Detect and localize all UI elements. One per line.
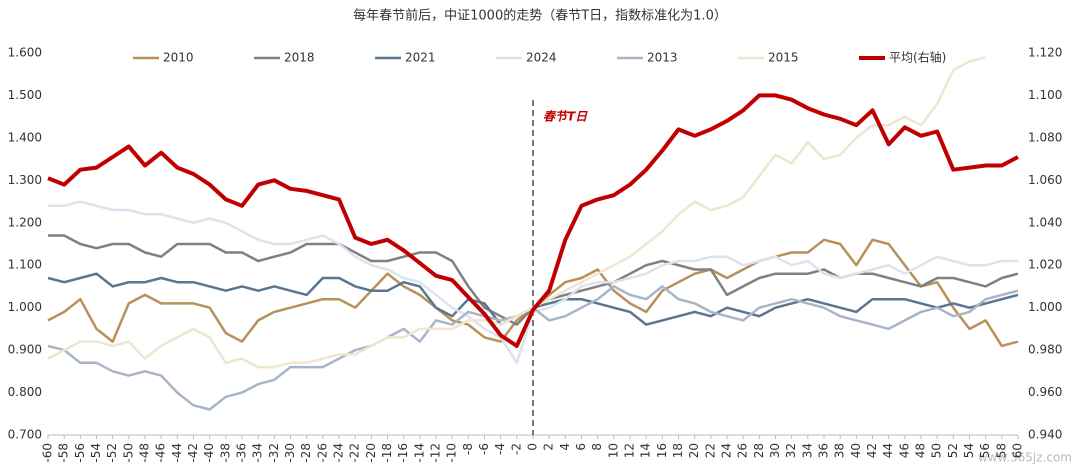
x-tick-label: -16 bbox=[396, 443, 410, 463]
x-tick-label: 32 bbox=[784, 443, 798, 458]
y2-tick-label: 1.080 bbox=[1028, 130, 1062, 144]
x-tick-label: -14 bbox=[412, 443, 426, 463]
x-tick-label: -28 bbox=[299, 443, 313, 463]
chart-title: 每年春节前后，中证1000的走势（春节T日，指数标准化为1.0） bbox=[353, 8, 727, 24]
x-tick-label: -44 bbox=[170, 443, 184, 463]
x-tick-label: -22 bbox=[348, 443, 362, 463]
x-tick-label: 8 bbox=[590, 443, 604, 451]
y2-tick-label: 1.060 bbox=[1028, 173, 1062, 187]
x-tick-label: -20 bbox=[364, 443, 378, 463]
x-tick-label: -32 bbox=[267, 443, 281, 463]
x-tick-label: 58 bbox=[994, 443, 1008, 458]
x-tick-label: 60 bbox=[1011, 443, 1025, 458]
y-tick-label: 1.400 bbox=[8, 130, 42, 144]
watermark: www.365jz.com bbox=[978, 451, 1072, 465]
x-tick-label: -48 bbox=[138, 443, 152, 463]
x-tick-label: 4 bbox=[558, 443, 572, 451]
y2-tick-label: 1.040 bbox=[1028, 215, 1062, 229]
y-tick-label: 1.500 bbox=[8, 88, 42, 102]
x-tick-label: -24 bbox=[332, 443, 346, 463]
x-tick-label: -56 bbox=[73, 443, 87, 463]
x-tick-label: -60 bbox=[41, 443, 55, 463]
x-tick-label: 54 bbox=[962, 443, 976, 458]
x-tick-label: 38 bbox=[833, 443, 847, 458]
x-tick-label: 50 bbox=[930, 443, 944, 458]
x-tick-label: 20 bbox=[687, 443, 701, 458]
y2-tick-label: 1.000 bbox=[1028, 300, 1062, 314]
annotation: 春节T日 bbox=[543, 110, 588, 124]
legend-label: 2024 bbox=[526, 51, 557, 65]
x-tick-label: -34 bbox=[251, 443, 265, 463]
x-tick-label: -10 bbox=[445, 443, 459, 463]
x-tick-label: 16 bbox=[655, 443, 669, 458]
x-tick-label: 40 bbox=[849, 443, 863, 458]
x-tick-label: 30 bbox=[768, 443, 782, 458]
x-tick-label: 26 bbox=[736, 443, 750, 458]
y-tick-label: 0.700 bbox=[8, 428, 42, 442]
x-tick-label: -12 bbox=[429, 443, 443, 463]
legend-label: 2021 bbox=[405, 51, 436, 65]
x-tick-label: 10 bbox=[606, 443, 620, 458]
x-tick-label: 0 bbox=[526, 443, 540, 451]
legend-label: 2010 bbox=[163, 51, 194, 65]
x-tick-label: -54 bbox=[89, 443, 103, 463]
x-tick-label: 24 bbox=[720, 443, 734, 458]
y-tick-label: 1.200 bbox=[8, 215, 42, 229]
x-tick-label: 52 bbox=[946, 443, 960, 458]
x-tick-label: -50 bbox=[121, 443, 135, 463]
y-tick-label: 0.900 bbox=[8, 343, 42, 357]
x-tick-label: 48 bbox=[914, 443, 928, 458]
x-tick-label: -18 bbox=[380, 443, 394, 463]
y2-tick-label: 0.980 bbox=[1028, 343, 1062, 357]
x-tick-label: -52 bbox=[105, 443, 119, 463]
legend-label: 2015 bbox=[768, 51, 799, 65]
y-tick-label: 1.000 bbox=[8, 300, 42, 314]
y-tick-label: 1.100 bbox=[8, 258, 42, 272]
x-tick-label: -40 bbox=[202, 443, 216, 463]
x-tick-label: -2 bbox=[509, 443, 523, 455]
x-tick-label: 34 bbox=[800, 443, 814, 458]
x-tick-label: 42 bbox=[865, 443, 879, 458]
legend-label: 2013 bbox=[647, 51, 678, 65]
x-tick-label: 2 bbox=[542, 443, 556, 451]
y2-tick-label: 0.960 bbox=[1028, 385, 1062, 399]
y2-tick-label: 1.020 bbox=[1028, 258, 1062, 272]
x-tick-label: 12 bbox=[623, 443, 637, 458]
x-tick-label: 14 bbox=[639, 443, 653, 458]
y-tick-label: 1.600 bbox=[8, 46, 42, 60]
series-line bbox=[47, 93, 1019, 348]
x-tick-label: 28 bbox=[752, 443, 766, 458]
x-tick-label: -8 bbox=[461, 443, 475, 455]
x-tick-label: -58 bbox=[57, 443, 71, 463]
x-tick-label: -26 bbox=[315, 443, 329, 463]
x-tick-label: 56 bbox=[978, 443, 992, 458]
x-tick-label: -6 bbox=[477, 443, 491, 455]
x-tick-label: 18 bbox=[671, 443, 685, 458]
x-tick-label: -36 bbox=[235, 443, 249, 463]
x-tick-label: -4 bbox=[493, 443, 507, 455]
y2-tick-label: 0.940 bbox=[1028, 428, 1062, 442]
series-line bbox=[47, 55, 987, 369]
y2-tick-label: 1.100 bbox=[1028, 88, 1062, 102]
y2-tick-label: 1.120 bbox=[1028, 46, 1062, 60]
x-tick-label: -46 bbox=[154, 443, 168, 463]
x-tick-label: 36 bbox=[817, 443, 831, 458]
x-tick-label: -42 bbox=[186, 443, 200, 463]
x-tick-label: 6 bbox=[574, 443, 588, 451]
x-tick-label: -38 bbox=[218, 443, 232, 463]
x-tick-label: -30 bbox=[283, 443, 297, 463]
x-tick-label: 46 bbox=[897, 443, 911, 458]
legend-label: 平均(右轴) bbox=[889, 50, 946, 65]
x-tick-label: 22 bbox=[703, 443, 717, 458]
y-tick-label: 1.300 bbox=[8, 173, 42, 187]
y-tick-label: 0.800 bbox=[8, 385, 42, 399]
legend-label: 2018 bbox=[284, 51, 315, 65]
x-tick-label: 44 bbox=[881, 443, 895, 458]
